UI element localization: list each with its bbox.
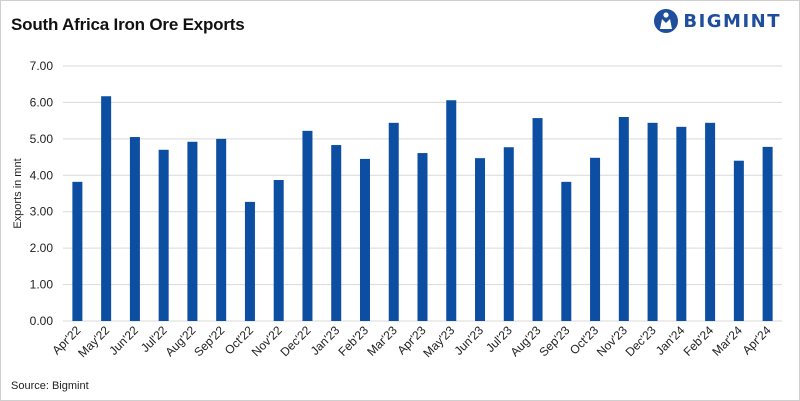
- x-tick-label: Mar'23: [364, 323, 400, 359]
- brand-name: BIGMINT: [683, 10, 781, 32]
- y-tick-label: 6.00: [30, 95, 54, 109]
- bar: [417, 153, 428, 321]
- bar: [101, 96, 112, 321]
- bar: [647, 122, 658, 321]
- x-tick-label: Dec'22: [278, 323, 314, 359]
- bar: [705, 122, 716, 321]
- x-tick-label: Feb'24: [681, 323, 717, 359]
- bar: [72, 181, 83, 321]
- bar: [762, 146, 773, 321]
- bar: [216, 138, 227, 321]
- bar: [618, 117, 629, 321]
- bar: [475, 158, 486, 321]
- bar: [244, 201, 255, 321]
- x-tick-label: Jan'24: [653, 323, 688, 358]
- x-tick-label: Apr'24: [740, 323, 774, 357]
- bar: [129, 137, 140, 321]
- bar: [446, 100, 457, 321]
- bar: [158, 149, 169, 321]
- x-tick-label: May'23: [420, 323, 457, 360]
- source-note: Source: Bigmint: [11, 380, 89, 392]
- bar: [331, 145, 342, 321]
- bar: [733, 160, 744, 321]
- brand-logo: BIGMINT: [653, 7, 781, 35]
- y-tick-label: 2.00: [30, 241, 54, 255]
- bar: [187, 141, 198, 321]
- bigmint-logo-icon: [654, 9, 679, 33]
- bar: [503, 147, 514, 321]
- bar: [273, 180, 284, 321]
- x-tick-label: Feb'23: [336, 323, 372, 359]
- bar: [388, 122, 399, 321]
- y-axis-title: Exports in mnt: [12, 158, 24, 228]
- x-tick-label: May'22: [75, 323, 112, 360]
- x-tick-label: Aug'22: [162, 323, 198, 359]
- bar: [590, 157, 601, 321]
- x-tick-label: Sep'22: [191, 323, 227, 359]
- bar: [532, 118, 543, 321]
- x-tick-label: Nov'22: [249, 323, 285, 359]
- x-tick-label: Aug'23: [508, 323, 544, 359]
- x-tick-label: Sep'23: [536, 323, 572, 359]
- x-tick-label: Dec'23: [623, 323, 659, 359]
- x-tick-label: Jun'22: [106, 323, 141, 358]
- x-tick-label: Jan'23: [308, 323, 343, 358]
- y-tick-label: 0.00: [30, 314, 54, 328]
- bar: [359, 158, 370, 321]
- y-tick-label: 3.00: [30, 205, 54, 219]
- y-tick-label: 1.00: [30, 278, 54, 292]
- y-tick-label: 5.00: [30, 132, 54, 146]
- bar: [302, 130, 313, 321]
- x-tick-label: Nov'23: [594, 323, 630, 359]
- bar: [561, 181, 572, 321]
- bar: [676, 126, 687, 321]
- chart-title: South Africa Iron Ore Exports: [11, 15, 245, 34]
- y-tick-label: 7.00: [30, 59, 54, 73]
- y-tick-label: 4.00: [30, 168, 54, 182]
- x-tick-label: Mar'24: [709, 323, 745, 359]
- x-tick-label: Jun'23: [451, 323, 486, 358]
